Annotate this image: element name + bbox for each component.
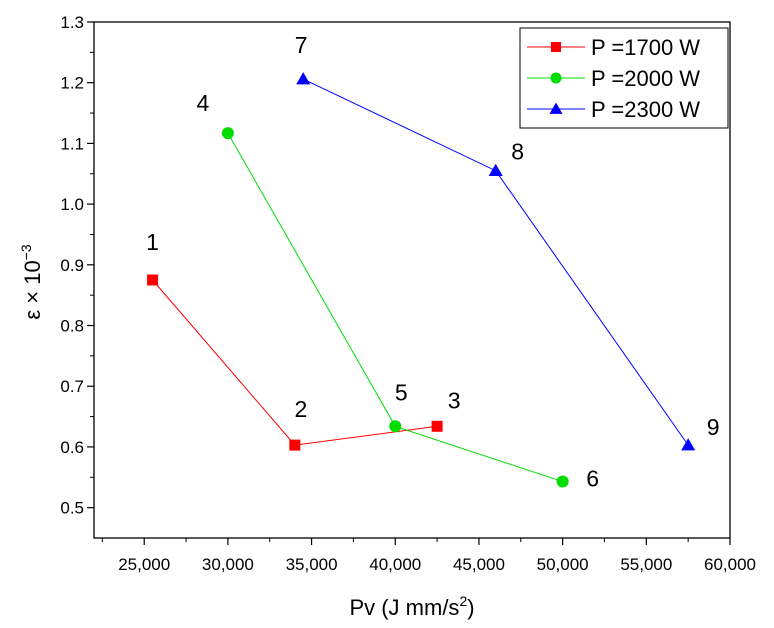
y-tick-label: 0.5 bbox=[60, 499, 84, 518]
point-label: 6 bbox=[586, 466, 599, 492]
point-label: 7 bbox=[295, 32, 308, 58]
point-label: 5 bbox=[395, 379, 408, 405]
legend: P =1700 W P =2000 W P =2300 W bbox=[519, 27, 729, 129]
point-label: 8 bbox=[511, 139, 524, 165]
y-tick-label: 0.7 bbox=[60, 377, 84, 396]
legend-label: P =2000 W bbox=[591, 66, 700, 91]
y-axis-title-main: ε × 10 bbox=[20, 260, 45, 319]
data-point bbox=[289, 439, 301, 451]
x-axis-title-sup: 2 bbox=[459, 593, 467, 609]
data-point bbox=[681, 438, 696, 451]
y-axis-title: ε × 10−3 bbox=[18, 244, 45, 320]
data-point bbox=[389, 420, 402, 433]
legend-items: P =1700 W P =2000 W P =2300 W bbox=[527, 35, 700, 122]
series-markers bbox=[147, 72, 696, 488]
x-tick-label: 30,000 bbox=[202, 555, 254, 574]
data-point bbox=[431, 420, 443, 432]
x-tick-label: 40,000 bbox=[369, 555, 421, 574]
y-tick-label: 1.2 bbox=[60, 74, 84, 93]
series-line bbox=[302, 78, 689, 446]
data-point bbox=[221, 127, 234, 140]
x-axis-title: Pv (J mm/s2) bbox=[349, 593, 474, 620]
x-tick-label: 60,000 bbox=[704, 555, 756, 574]
plot-frame bbox=[93, 21, 731, 539]
x-tick-label: 45,000 bbox=[453, 555, 505, 574]
point-label: 2 bbox=[294, 396, 307, 422]
x-axis-title-end: ) bbox=[467, 595, 474, 620]
x-tick-label: 50,000 bbox=[537, 555, 589, 574]
legend-label: P =1700 W bbox=[591, 35, 700, 60]
y-axis-title-sup: −3 bbox=[18, 244, 34, 260]
data-point bbox=[296, 72, 311, 85]
x-axis-title-main: Pv (J mm/s bbox=[349, 595, 459, 620]
legend-marker bbox=[549, 102, 563, 114]
x-tick-label: 25,000 bbox=[118, 555, 170, 574]
y-tick-label: 1.0 bbox=[60, 195, 84, 214]
y-tick-label: 0.6 bbox=[60, 438, 84, 457]
legend-marker bbox=[550, 72, 562, 84]
point-label: 3 bbox=[448, 387, 461, 413]
y-tick-label: 1.3 bbox=[60, 13, 84, 32]
point-label: 4 bbox=[196, 90, 209, 116]
legend-marker bbox=[551, 42, 561, 52]
data-point bbox=[147, 274, 159, 286]
y-tick-label: 1.1 bbox=[60, 134, 84, 153]
x-tick-label: 55,000 bbox=[620, 555, 672, 574]
x-tick-label: 35,000 bbox=[286, 555, 338, 574]
y-tick-label: 0.8 bbox=[60, 317, 84, 336]
axes: 25,000 30,000 35,000 40,000 45,000 50,000 55,0… bbox=[60, 13, 756, 574]
data-point bbox=[488, 163, 503, 176]
series-lines bbox=[152, 78, 689, 483]
point-labels: 1 2 3 4 5 6 7 8 9 bbox=[146, 32, 719, 491]
data-point bbox=[556, 475, 569, 488]
point-label: 1 bbox=[146, 229, 159, 255]
legend-label: P =2300 W bbox=[591, 97, 700, 122]
point-label: 9 bbox=[707, 414, 720, 440]
y-tick-label: 0.9 bbox=[60, 256, 84, 275]
